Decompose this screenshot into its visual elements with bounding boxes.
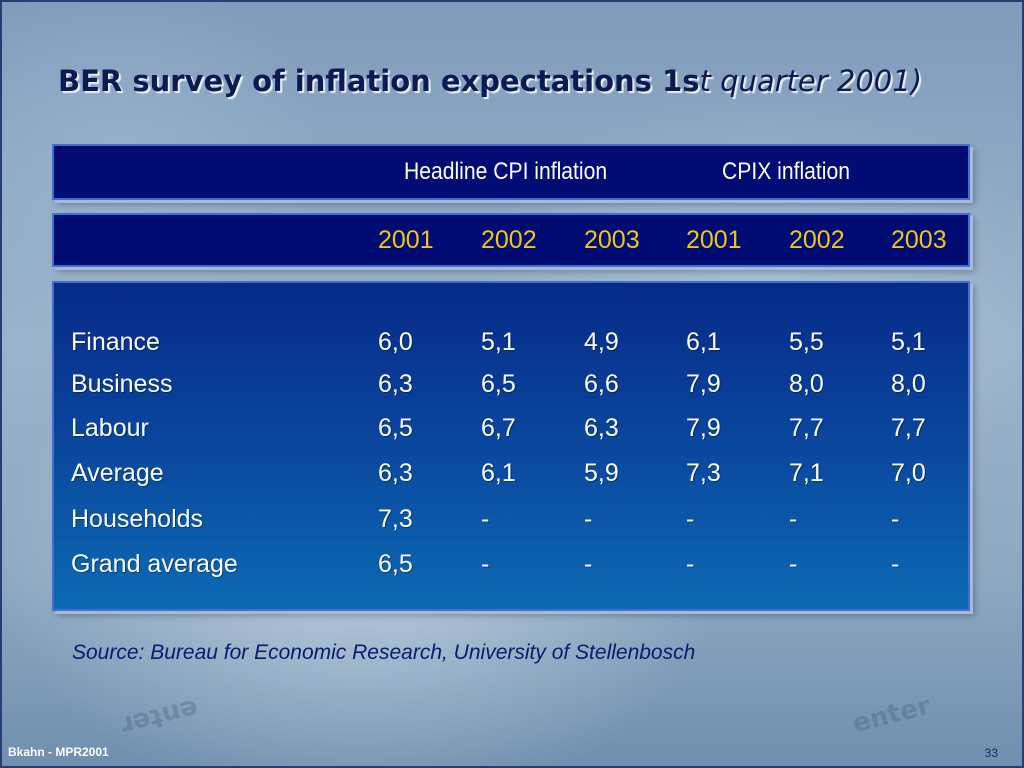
row-label: Finance — [71, 328, 160, 356]
year-header-panel — [52, 213, 970, 267]
table-cell: 6,6 — [584, 370, 619, 398]
table-cell: 6,7 — [481, 414, 516, 442]
table-cell: - — [789, 550, 798, 578]
year-header-cell: 2002 — [481, 226, 537, 254]
year-header-cell: 2003 — [584, 226, 640, 254]
table-cell: - — [891, 550, 900, 578]
table-cell: - — [686, 505, 695, 533]
table-cell: 7,3 — [378, 505, 413, 533]
table-cell: - — [686, 550, 695, 578]
table-cell: - — [584, 550, 593, 578]
table-cell: 7,0 — [891, 459, 926, 487]
table-cell: 7,7 — [789, 414, 824, 442]
table-cell: - — [789, 505, 798, 533]
table-cell: 6,5 — [378, 414, 413, 442]
slide-title: BER survey of inflation expectations 1st… — [58, 64, 923, 98]
header-cpix: CPIX inflation — [722, 158, 850, 185]
row-label: Grand average — [71, 550, 238, 578]
source-note: Source: Bureau for Economic Research, Un… — [72, 641, 696, 664]
table-cell: 5,1 — [481, 328, 516, 356]
table-cell: 8,0 — [891, 370, 926, 398]
header-headline-cpi: Headline CPI inflation — [404, 158, 608, 185]
year-header-cell: 2001 — [378, 226, 434, 254]
table-body-panel — [52, 281, 970, 611]
table-cell: - — [891, 505, 900, 533]
year-header-cell: 2003 — [891, 226, 947, 254]
table-cell: 4,9 — [584, 328, 619, 356]
table-cell: 5,5 — [789, 328, 824, 356]
table-cell: 7,7 — [891, 414, 926, 442]
table-cell: - — [584, 505, 593, 533]
table-cell: 7,1 — [789, 459, 824, 487]
table-cell: 6,1 — [686, 328, 721, 356]
table-cell: - — [481, 550, 490, 578]
table-cell: 5,9 — [584, 459, 619, 487]
table-cell: 6,3 — [584, 414, 619, 442]
row-label: Average — [71, 459, 164, 487]
row-label: Households — [71, 505, 204, 533]
footer-author: Bkahn - MPR2001 — [8, 745, 109, 759]
year-header-cell: 2001 — [686, 226, 742, 254]
table-cell: - — [481, 505, 490, 533]
table-cell: 6,5 — [481, 370, 516, 398]
year-header-cell: 2002 — [789, 226, 845, 254]
table-cell: 6,5 — [378, 550, 413, 578]
page-number: 33 — [984, 746, 998, 760]
table-cell: 6,3 — [378, 370, 413, 398]
row-label: Business — [71, 370, 173, 398]
table-cell: 6,1 — [481, 459, 516, 487]
table-cell: 8,0 — [789, 370, 824, 398]
table-cell: 5,1 — [891, 328, 926, 356]
table-cell: 6,0 — [378, 328, 413, 356]
group-header-panel — [52, 144, 970, 200]
table-cell: 7,9 — [686, 414, 721, 442]
table-cell: 7,3 — [686, 459, 721, 487]
table-cell: 7,9 — [686, 370, 721, 398]
row-label: Labour — [71, 414, 149, 442]
table-cell: 6,3 — [378, 459, 413, 487]
